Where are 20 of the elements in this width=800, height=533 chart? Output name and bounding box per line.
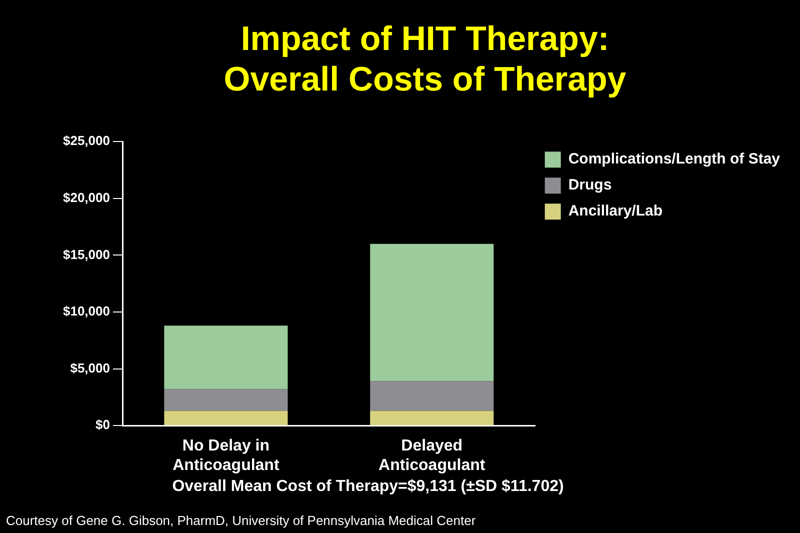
bar	[164, 389, 288, 411]
legend-label: Complications/Length of Stay	[568, 150, 781, 168]
y-tick-label: $20,000	[62, 190, 110, 205]
bar	[164, 410, 288, 426]
legend-label: Ancillary/Lab	[568, 202, 663, 220]
y-tick-label: $25,000	[62, 133, 110, 148]
y-tick-label: $10,000	[62, 304, 110, 319]
x-tick-label: No Delay in Anticoagulant	[172, 438, 280, 474]
bar	[370, 244, 494, 382]
bar	[164, 326, 288, 390]
chart-title: Impact of HIT Therapy: Overall Costs of Therapy	[224, 20, 626, 99]
bar	[370, 410, 494, 426]
y-tick-label: $15,000	[62, 246, 110, 262]
y-tick-label: $5,000	[70, 360, 110, 376]
y-tick-label: $0	[96, 417, 110, 432]
text: Courtesy of Gene G. Gibson, PharmD, University of Pennsylvania Medical Center	[6, 513, 476, 528]
bar	[370, 381, 494, 411]
x-tick-label: Delayed Anticoagulant	[378, 438, 486, 474]
text: Overall Mean Cost of Therapy=$9,131 (±SD $11.702)	[172, 478, 564, 495]
legend-label: Drugs	[568, 176, 612, 194]
